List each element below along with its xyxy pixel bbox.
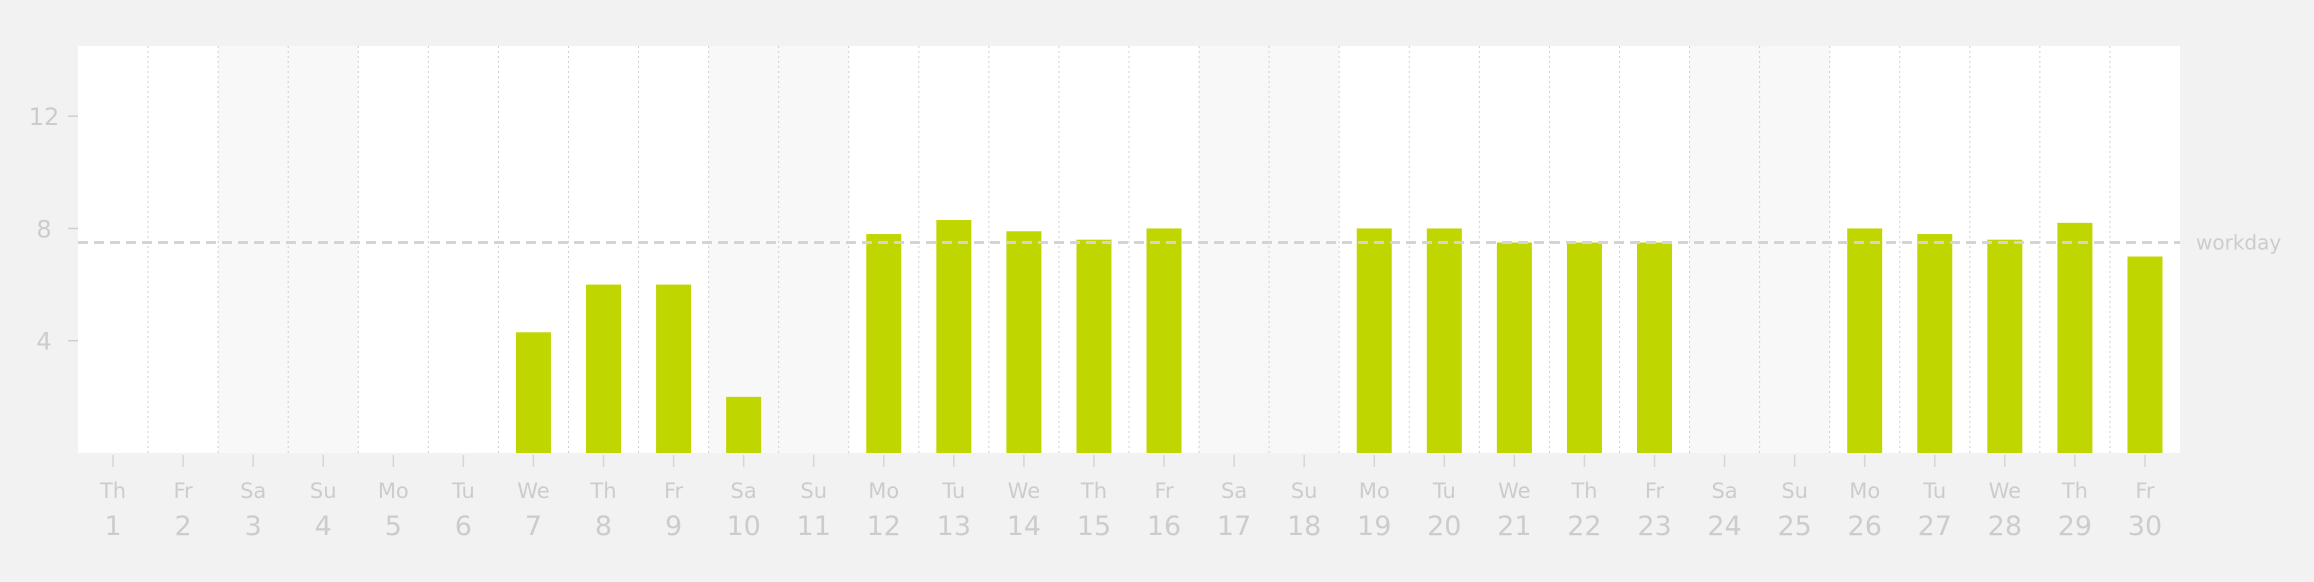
day-number-label: 15 [1077, 511, 1111, 542]
weekday-label: Th [589, 479, 616, 503]
day-number-label: 22 [1567, 511, 1601, 542]
day-number-label: 3 [245, 511, 262, 542]
weekday-label: Su [800, 479, 827, 503]
weekday-label: Sa [240, 479, 266, 503]
weekday-label: Th [99, 479, 126, 503]
bar-day-30 [2127, 256, 2163, 453]
weekday-label: Tu [941, 479, 965, 503]
day-number-label: 24 [1707, 511, 1741, 542]
bar-day-22 [1566, 242, 1602, 453]
day-number-label: 7 [525, 511, 542, 542]
weekend-band-25 [1759, 46, 1830, 453]
weekday-label: Su [310, 479, 337, 503]
day-number-label: 12 [867, 511, 901, 542]
day-number-label: 25 [1777, 511, 1811, 542]
bar-day-16 [1146, 228, 1182, 453]
weekday-label: Fr [1154, 479, 1174, 503]
weekday-label: We [1989, 479, 2021, 503]
weekday-label: Th [1570, 479, 1597, 503]
day-number-label: 29 [2058, 511, 2092, 542]
bar-day-28 [1987, 239, 2023, 453]
weekday-label: Fr [664, 479, 684, 503]
weekend-band-11 [778, 46, 849, 453]
weekday-label: Mo [1359, 479, 1390, 503]
weekend-band-4 [288, 46, 359, 453]
day-number-label: 19 [1357, 511, 1391, 542]
bar-day-15 [1076, 239, 1112, 453]
weekday-label: Tu [1922, 479, 1946, 503]
day-number-label: 10 [726, 511, 760, 542]
weekday-label: Th [1080, 479, 1107, 503]
day-number-label: 6 [455, 511, 472, 542]
day-number-label: 8 [595, 511, 612, 542]
y-axis: 4 8 12 [29, 103, 78, 356]
weekday-label: Mo [1849, 479, 1880, 503]
day-number-label: 1 [104, 511, 121, 542]
weekend-band-17 [1199, 46, 1270, 453]
day-number-label: 11 [797, 511, 831, 542]
weekend-shading [218, 46, 1830, 453]
weekday-label: Fr [2135, 479, 2155, 503]
day-number-label: 30 [2128, 511, 2162, 542]
day-number-label: 28 [1988, 511, 2022, 542]
bar-day-19 [1356, 228, 1392, 453]
y-tick-label: 4 [36, 328, 51, 356]
weekend-band-10 [708, 46, 779, 453]
workday-label: workday [2196, 230, 2281, 254]
day-number-label: 17 [1217, 511, 1251, 542]
day-number-label: 23 [1637, 511, 1671, 542]
day-number-label: 21 [1497, 511, 1531, 542]
weekday-label: Th [2061, 479, 2088, 503]
bar-day-13 [936, 220, 972, 453]
day-number-label: 5 [385, 511, 402, 542]
day-number-label: 16 [1147, 511, 1181, 542]
day-number-label: 13 [937, 511, 971, 542]
weekend-band-3 [218, 46, 289, 453]
weekday-label: Sa [731, 479, 757, 503]
workday-reference: workday [78, 230, 2281, 254]
day-number-label: 9 [665, 511, 682, 542]
bar-day-14 [1006, 231, 1042, 453]
weekday-label: We [1008, 479, 1040, 503]
bar-day-26 [1847, 228, 1883, 453]
weekday-label: Su [1781, 479, 1808, 503]
weekday-label: Sa [1711, 479, 1737, 503]
bar-day-8 [586, 284, 621, 453]
bar-day-20 [1426, 228, 1462, 453]
y-tick-label: 8 [36, 215, 51, 243]
weekday-label: We [1498, 479, 1530, 503]
weekday-label: Sa [1221, 479, 1247, 503]
weekday-label: Tu [1432, 479, 1456, 503]
day-number-label: 14 [1007, 511, 1041, 542]
weekday-label: Mo [868, 479, 899, 503]
bar-day-29 [2057, 222, 2093, 453]
day-number-label: 2 [175, 511, 192, 542]
bar-day-21 [1496, 242, 1532, 453]
day-number-label: 20 [1427, 511, 1461, 542]
weekday-label: Fr [174, 479, 194, 503]
weekday-label: We [517, 479, 549, 503]
bar-day-9 [656, 284, 692, 453]
bar-day-10 [726, 396, 762, 453]
weekend-band-18 [1269, 46, 1340, 453]
x-axis: Th 1 Fr 2 Sa 3 Su 4 Mo 5 Tu 6 We 7 Th 8 Fr 9 Sa 10 Su 11 Mo 12 T… [99, 455, 2162, 542]
day-number-label: 26 [1848, 511, 1882, 542]
weekend-band-24 [1689, 46, 1760, 453]
bar-day-23 [1637, 242, 1672, 453]
weekday-label: Tu [451, 479, 475, 503]
bars [515, 220, 2163, 453]
weekday-label: Fr [1645, 479, 1665, 503]
y-tick-label: 12 [29, 103, 60, 131]
bar-day-27 [1917, 234, 1953, 453]
day-number-label: 18 [1287, 511, 1321, 542]
bar-day-7 [515, 332, 551, 453]
day-number-label: 27 [1918, 511, 1952, 542]
weekday-label: Mo [378, 479, 409, 503]
weekday-label: Su [1291, 479, 1318, 503]
bar-day-12 [866, 234, 902, 453]
day-number-label: 4 [315, 511, 332, 542]
